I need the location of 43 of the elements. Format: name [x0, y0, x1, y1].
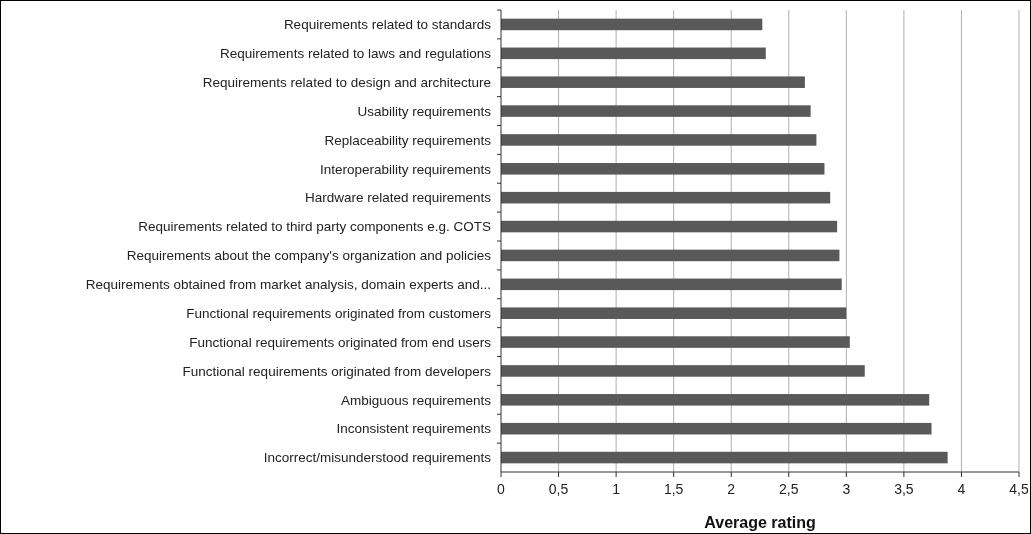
bar [501, 163, 825, 175]
bar [501, 394, 930, 406]
bar [501, 422, 932, 435]
y-tick-label: Requirements about the company's organization and policies [126, 248, 492, 264]
y-tick-label: Functional requirements originated from customers [186, 305, 492, 321]
x-tick-label: 3,5 [894, 481, 914, 497]
x-tick-label: 1,5 [663, 481, 684, 497]
y-tick-label: Requirements related to design and architecture [202, 74, 491, 90]
x-tick-label: 3 [842, 481, 851, 497]
bar [501, 76, 805, 88]
bar [501, 307, 847, 319]
y-tick-label: Inconsistent requirements [336, 421, 492, 437]
bar [501, 191, 831, 204]
x-axis-title: Average rating [704, 514, 816, 531]
bar [501, 336, 850, 348]
bar [501, 47, 766, 60]
y-tick-label: Functional requirements originated from end users [189, 334, 492, 350]
x-tick-label: 4 [957, 481, 966, 497]
y-tick-label: Requirements obtained from market analysis, domain experts and... [85, 277, 491, 293]
x-tick-label: 2 [727, 481, 736, 497]
y-tick-label: Ambiguous requirements [340, 392, 492, 408]
y-tick-label: Functional requirements originated from developers [182, 363, 492, 379]
x-tick-label: 1 [612, 481, 621, 497]
bar [501, 134, 817, 146]
y-tick-label: Requirements related to laws and regulations [220, 46, 492, 62]
y-tick-label: Requirements related to third party components e.g. COTS [138, 219, 491, 235]
y-tick-label: Usability requirements [357, 103, 492, 119]
y-tick-label: Replaceability requirements [324, 132, 492, 148]
bar [501, 18, 763, 31]
bar [501, 105, 811, 117]
x-tick-label: 4,5 [1009, 481, 1029, 497]
y-tick-label: Requirements related to standards [283, 17, 492, 33]
x-tick-label: 0 [497, 481, 506, 497]
y-tick-label: Interoperability requirements [319, 161, 492, 177]
bar [501, 451, 948, 464]
x-tick-label: 0,5 [548, 481, 569, 497]
y-tick-label: Incorrect/misunderstood requirements [263, 450, 492, 466]
bar [501, 365, 865, 377]
bar [501, 249, 840, 262]
bar [501, 278, 842, 291]
bar [501, 220, 838, 233]
y-tick-label: Hardware related requirements [304, 190, 492, 206]
x-tick-label: 2,5 [779, 481, 799, 497]
